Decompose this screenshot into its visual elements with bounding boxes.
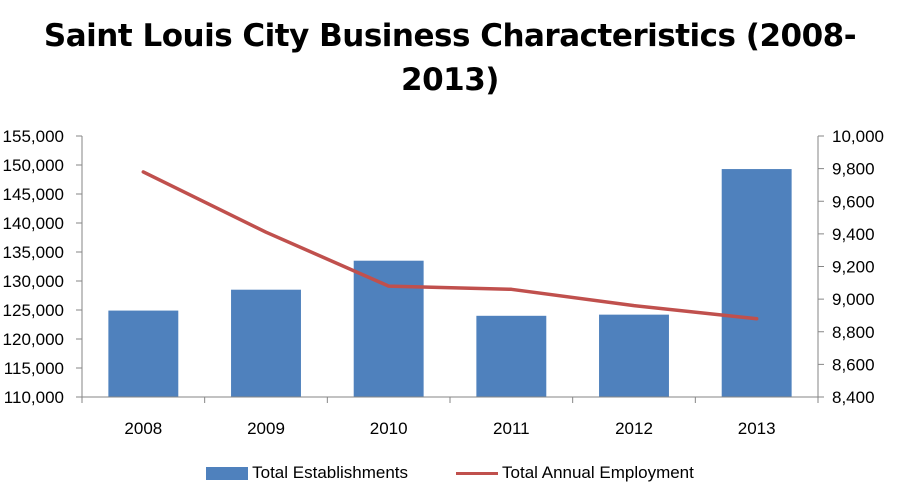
x-tick-label-2012: 2012 <box>615 419 653 438</box>
y-left-tick-label: 145,000 <box>3 185 64 204</box>
legend: Total Establishments Total Annual Employ… <box>0 459 900 487</box>
line-total-annual-employment <box>141 170 759 321</box>
legend-label-employment: Total Annual Employment <box>502 463 694 482</box>
y-left-tick-label: 120,000 <box>3 330 64 349</box>
y-left-tick-label: 125,000 <box>3 301 64 320</box>
x-tick-label-2011: 2011 <box>493 419 530 438</box>
y-right-tick-label: 10,000 <box>832 127 884 146</box>
chart-title-line-1: Saint Louis City Business Characteristic… <box>43 18 857 54</box>
y-right-tick-label: 9,600 <box>832 192 875 211</box>
y-right-tick-label: 9,000 <box>832 290 875 309</box>
legend-item-employment: Total Annual Employment <box>456 463 694 483</box>
legend-label-establishments: Total Establishments <box>252 463 409 482</box>
y-right-tick-label: 8,600 <box>832 355 875 374</box>
x-tick-label-2008: 2008 <box>124 419 162 438</box>
y-left-tick-label: 110,000 <box>4 388 64 407</box>
bar-2008 <box>108 310 179 397</box>
chart-title: Saint Louis City Business Characteristic… <box>0 14 900 102</box>
y-left-tick-label: 130,000 <box>3 272 64 291</box>
x-tick-label-2010: 2010 <box>370 419 408 438</box>
bar-2009 <box>231 289 301 397</box>
legend-item-establishments: Total Establishments <box>206 463 408 483</box>
y-right-tick-label: 9,400 <box>832 225 875 244</box>
legend-swatch-bar <box>206 466 249 480</box>
x-tick-label-2009: 2009 <box>247 419 285 438</box>
bar-2013 <box>721 169 792 397</box>
chart-title-line-2: 2013) <box>401 62 499 98</box>
bar-2011 <box>476 315 547 397</box>
y-left-tick-label: 140,000 <box>3 214 64 233</box>
bar-2012 <box>599 314 669 397</box>
y-left-tick-label: 150,000 <box>3 156 64 175</box>
y-left-tick-label: 155,000 <box>3 127 64 146</box>
y-right-tick-label: 9,800 <box>832 160 875 179</box>
y-left-tick-label: 115,000 <box>4 359 64 378</box>
bar-2010 <box>353 260 424 397</box>
y-right-tick-label: 8,400 <box>832 388 875 407</box>
x-tick-label-2013: 2013 <box>738 419 776 438</box>
y-right-tick-label: 8,800 <box>832 323 875 342</box>
legend-swatch-line <box>456 471 499 475</box>
y-right-tick-label: 9,200 <box>832 258 875 277</box>
y-left-tick-label: 135,000 <box>3 243 64 262</box>
